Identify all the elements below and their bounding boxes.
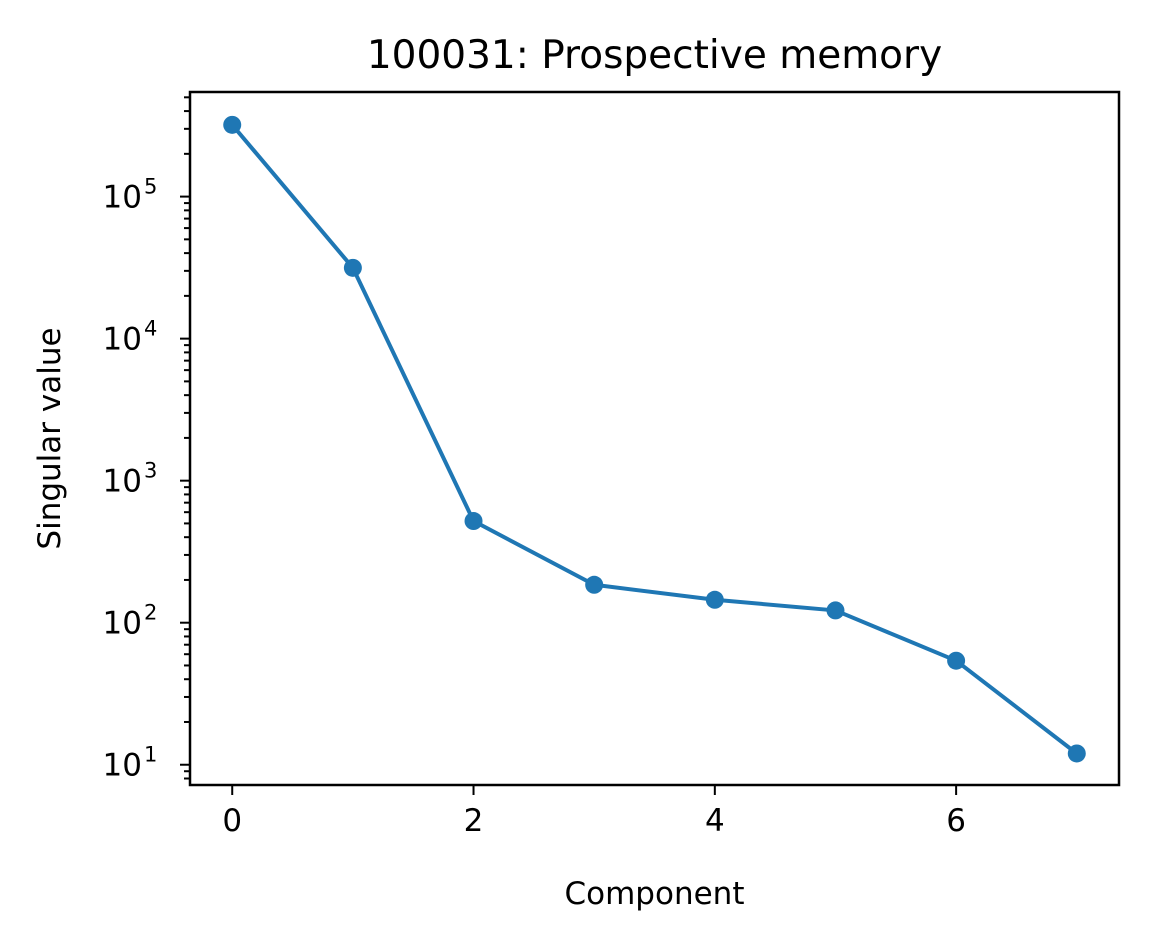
data-point [464,512,483,531]
series-layer [223,115,1086,763]
y-tick-label: 10 [103,464,142,500]
data-point [826,601,845,620]
x-tick-label: 6 [946,803,966,839]
x-tick-label: 4 [705,803,725,839]
data-point [343,258,362,277]
data-point [705,590,724,609]
data-point [1067,744,1086,763]
y-tick-label: 10 [103,606,142,642]
y-tick-label: 10 [103,748,142,784]
data-point [223,115,242,134]
chart-title: 100031: Prospective memory [367,33,942,78]
y-tick-exponent: 1 [144,743,157,767]
data-point [585,575,604,594]
y-tick-exponent: 4 [144,317,157,341]
x-axis-label: Component [565,876,745,912]
y-tick-label: 10 [103,180,142,216]
x-tick-label: 0 [222,803,242,839]
y-tick-exponent: 3 [144,459,157,483]
y-tick-exponent: 2 [144,601,157,625]
series-line [230,123,1078,756]
x-axis-ticks: 0 2 4 6 [222,785,966,839]
data-point [947,651,966,670]
y-tick-label: 10 [103,322,142,358]
y-tick-exponent: 5 [144,175,157,199]
plot-frame [188,90,1121,787]
x-tick-label: 2 [464,803,484,839]
y-axis-label: Singular value [32,327,68,549]
